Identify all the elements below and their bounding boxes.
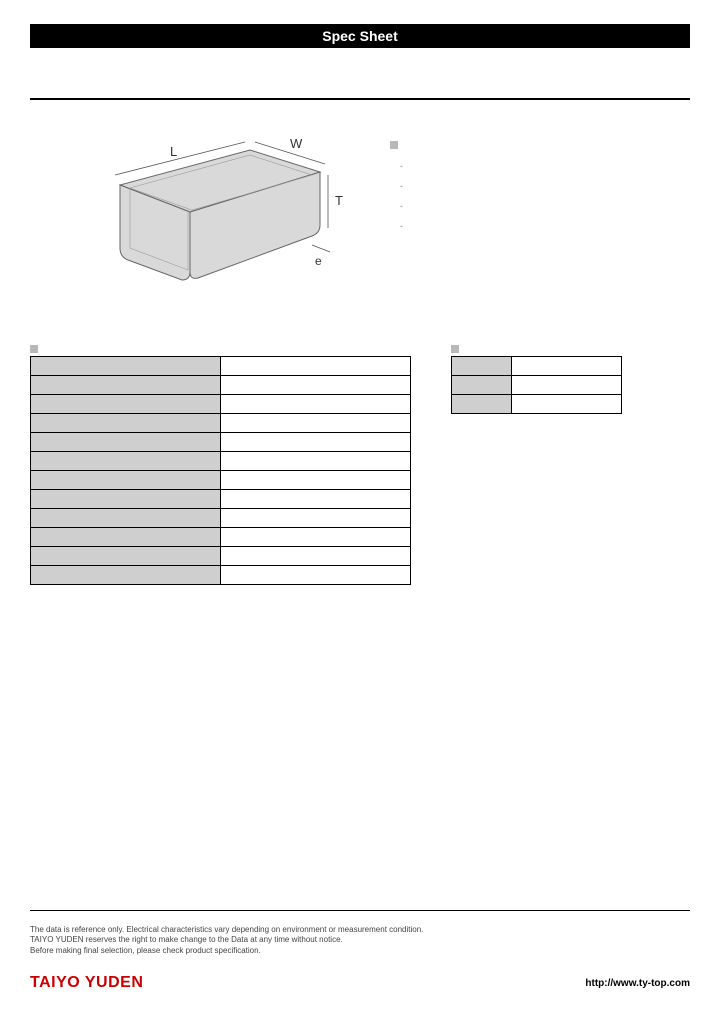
spec-label-cell xyxy=(31,357,221,376)
spec-value-cell xyxy=(221,357,411,376)
footer: The data is reference only. Electrical c… xyxy=(30,910,690,992)
feature-item: - xyxy=(400,201,690,211)
table-row xyxy=(31,452,411,471)
spec-table xyxy=(30,356,411,585)
spec-label-cell xyxy=(31,490,221,509)
divider-top xyxy=(30,98,690,100)
spec-label-cell xyxy=(31,509,221,528)
feature-item: - xyxy=(400,181,690,191)
table-row xyxy=(31,395,411,414)
footer-bottom: TAIYO YUDEN http://www.ty-top.com xyxy=(30,974,690,992)
spec-label-cell xyxy=(31,471,221,490)
pkg-value-cell xyxy=(512,357,622,376)
bullet-icon xyxy=(390,141,398,149)
spec-label-cell xyxy=(31,376,221,395)
spec-table-heading xyxy=(30,343,411,353)
table-row xyxy=(452,376,622,395)
spec-label-cell xyxy=(31,566,221,585)
pkg-value-cell xyxy=(512,395,622,414)
table-row xyxy=(452,357,622,376)
spec-value-cell xyxy=(221,433,411,452)
page-title: Spec Sheet xyxy=(322,28,397,44)
spec-label-cell xyxy=(31,395,221,414)
spec-value-cell xyxy=(221,509,411,528)
brand-logo: TAIYO YUDEN xyxy=(30,974,143,992)
spec-value-cell xyxy=(221,566,411,585)
table-row xyxy=(31,433,411,452)
spec-value-cell xyxy=(221,547,411,566)
features-column: - - - - xyxy=(390,130,690,303)
spec-value-cell xyxy=(221,376,411,395)
spec-value-cell xyxy=(221,395,411,414)
table-row xyxy=(31,471,411,490)
spec-value-cell xyxy=(221,528,411,547)
table-row xyxy=(452,395,622,414)
package-table-heading xyxy=(451,343,622,353)
disclaimer-line: The data is reference only. Electrical c… xyxy=(30,925,690,935)
spec-label-cell xyxy=(31,414,221,433)
disclaimer: The data is reference only. Electrical c… xyxy=(30,925,690,956)
features-heading xyxy=(390,140,690,151)
table-row xyxy=(31,528,411,547)
dim-label-t: T xyxy=(335,193,343,208)
divider-footer xyxy=(30,910,690,911)
upper-row: L W T e - - - - xyxy=(30,130,690,303)
pkg-label-cell xyxy=(452,376,512,395)
table-row xyxy=(31,547,411,566)
table-row xyxy=(31,357,411,376)
pkg-label-cell xyxy=(452,395,512,414)
spec-table-wrap xyxy=(30,343,411,585)
feature-item: - xyxy=(400,161,690,171)
feature-item: - xyxy=(400,221,690,231)
spec-value-cell xyxy=(221,414,411,433)
spec-value-cell xyxy=(221,471,411,490)
spec-label-cell xyxy=(31,452,221,471)
table-row xyxy=(31,490,411,509)
dim-label-l: L xyxy=(170,144,177,159)
spec-value-cell xyxy=(221,452,411,471)
spec-label-cell xyxy=(31,528,221,547)
table-row xyxy=(31,376,411,395)
dim-label-e: e xyxy=(315,254,322,268)
spec-label-cell xyxy=(31,547,221,566)
diagram-column: L W T e xyxy=(30,130,350,303)
tables-row xyxy=(30,343,690,585)
table-row xyxy=(31,414,411,433)
table-row xyxy=(31,509,411,528)
pkg-label-cell xyxy=(452,357,512,376)
disclaimer-line: Before making final selection, please ch… xyxy=(30,946,690,956)
bullet-icon xyxy=(451,345,459,353)
disclaimer-line: TAIYO YUDEN reserves the right to make c… xyxy=(30,935,690,945)
pkg-value-cell xyxy=(512,376,622,395)
footer-url: http://www.ty-top.com xyxy=(585,978,690,989)
table-row xyxy=(31,566,411,585)
bullet-icon xyxy=(30,345,38,353)
spec-value-cell xyxy=(221,490,411,509)
page-title-bar: Spec Sheet xyxy=(30,24,690,48)
package-diagram: L W T e xyxy=(90,130,350,300)
package-table xyxy=(451,356,622,414)
spec-label-cell xyxy=(31,433,221,452)
package-table-wrap xyxy=(451,343,622,414)
dim-label-w: W xyxy=(290,136,303,151)
